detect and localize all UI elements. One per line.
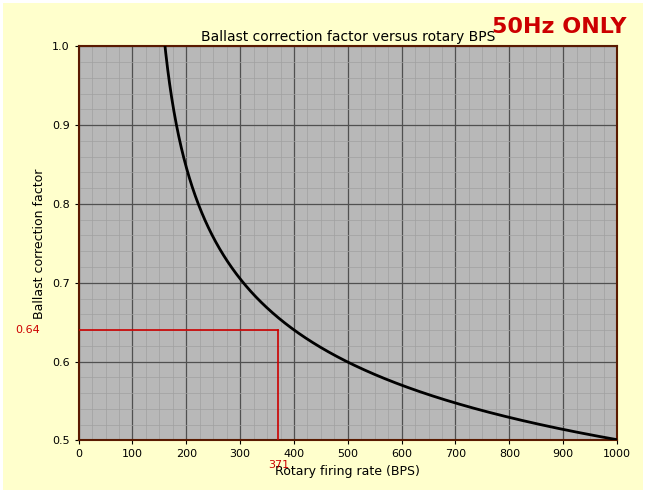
Y-axis label: Ballast correction factor: Ballast correction factor (34, 168, 47, 318)
Title: Ballast correction factor versus rotary BPS: Ballast correction factor versus rotary … (201, 30, 495, 44)
Text: 50Hz ONLY: 50Hz ONLY (492, 17, 627, 37)
X-axis label: Rotary firing rate (BPS): Rotary firing rate (BPS) (275, 465, 421, 478)
Text: 0.64: 0.64 (15, 325, 40, 335)
Text: 371: 371 (268, 460, 289, 470)
